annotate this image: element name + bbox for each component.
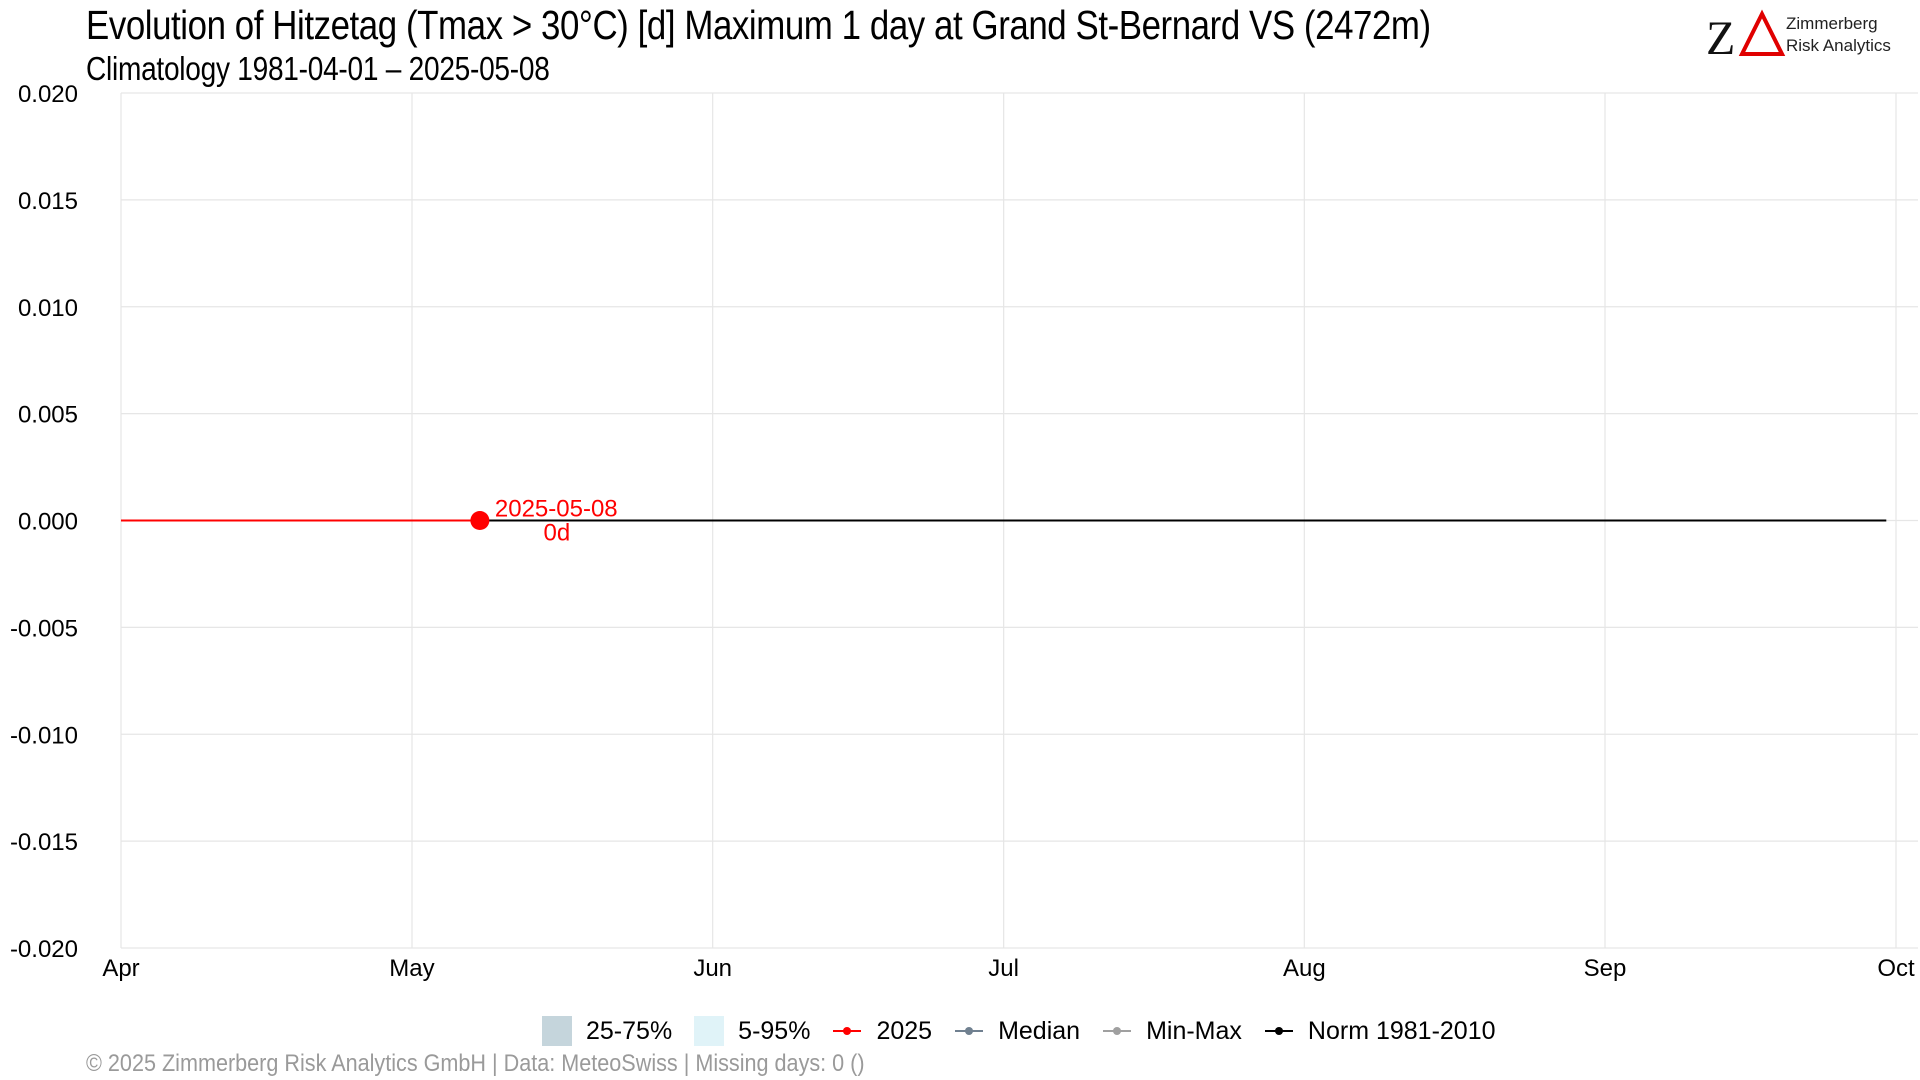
svg-text:Z: Z	[1706, 12, 1735, 65]
legend-line-key	[833, 1027, 862, 1035]
legend-label: Min-Max	[1146, 1016, 1242, 1045]
logo-name-line1: Zimmerberg	[1786, 14, 1878, 33]
line-chart: 0.020 0.015 0.010 0.005 0.000 -0.005 -0.010 -0.…	[10, 81, 1918, 982]
company-logo: Z Zimmerberg Risk Analytics	[1706, 6, 1916, 66]
footer-credit: © 2025 Zimmerberg Risk Analytics GmbH | …	[86, 1050, 865, 1077]
y-tick-label: -0.010	[10, 722, 78, 749]
y-tick-label: -0.005	[10, 615, 78, 642]
legend-line-key	[1103, 1027, 1132, 1035]
legend-label: Norm 1981-2010	[1307, 1016, 1496, 1045]
y-tick-label: 0.005	[18, 402, 78, 429]
legend-line-key	[1264, 1027, 1293, 1035]
legend-label: 25-75%	[586, 1016, 673, 1045]
current-date-label: 2025-05-08	[495, 496, 618, 523]
current-value-marker	[470, 511, 490, 530]
logo-mark: Z	[1706, 9, 1786, 65]
legend-label: 5-95%	[738, 1016, 811, 1045]
legend-item: Median	[954, 1017, 1080, 1046]
legend-item: Norm 1981-2010	[1264, 1017, 1496, 1046]
x-tick-label: Oct	[1877, 955, 1915, 982]
chart-title: Evolution of Hitzetag (Tmax > 30°C) [d] …	[86, 2, 1431, 48]
x-tick-label: Apr	[102, 955, 139, 982]
x-tick-label: May	[389, 955, 434, 982]
y-tick-label: 0.000	[18, 509, 78, 536]
logo-name-line2: Risk Analytics	[1786, 36, 1891, 55]
legend-label: Median	[998, 1016, 1081, 1045]
legend-swatch	[542, 1016, 572, 1046]
x-tick-label: Sep	[1584, 955, 1627, 982]
legend-swatch	[694, 1016, 725, 1046]
legend-item: 25-75%	[542, 1016, 672, 1046]
y-tick-label: 0.010	[18, 295, 78, 322]
y-tick-label: 0.020	[18, 81, 78, 108]
legend-item: 2025	[832, 1017, 932, 1046]
legend-item: Min-Max	[1102, 1017, 1242, 1046]
x-axis: Apr May Jun Jul Aug Sep Oct	[102, 955, 1915, 982]
legend-label: 2025	[876, 1016, 933, 1045]
y-tick-label: 0.015	[18, 188, 78, 215]
legend-item: 5-95%	[694, 1016, 810, 1046]
legend: 25-75% 5-95% 2025 Median Min-Max Norm 1981-20…	[542, 1014, 1518, 1048]
current-value-label: 0d	[544, 520, 571, 547]
y-tick-label: -0.015	[10, 829, 78, 856]
x-tick-label: Jun	[693, 955, 732, 982]
legend-line-key	[955, 1027, 984, 1035]
y-tick-label: -0.020	[10, 936, 78, 963]
x-tick-label: Jul	[988, 955, 1019, 982]
chart-subtitle: Climatology 1981-04-01 – 2025-05-08	[86, 50, 550, 87]
y-axis: 0.020 0.015 0.010 0.005 0.000 -0.005 -0.010 -0.…	[10, 81, 78, 963]
x-tick-label: Aug	[1283, 955, 1326, 982]
